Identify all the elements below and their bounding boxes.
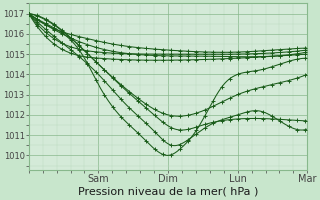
X-axis label: Pression niveau de la mer( hPa ): Pression niveau de la mer( hPa ) — [78, 187, 258, 197]
